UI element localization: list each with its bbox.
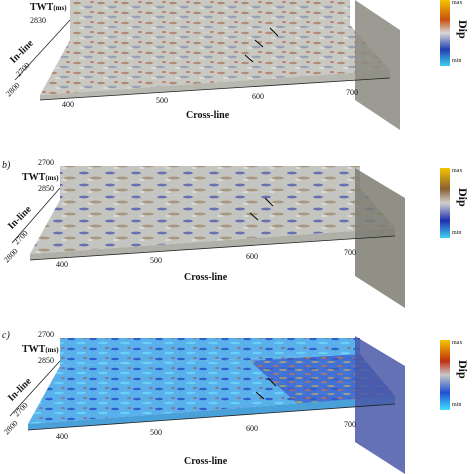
colorbar-max: max: [452, 168, 463, 174]
seismic-cube-a: [14, 0, 450, 130]
crossline-tick: 600: [246, 424, 258, 433]
twt-tick: 2700: [38, 330, 54, 339]
figure-panel-b: b) 2700 TWT(ms) 2850 In-line 2700 2800 4…: [0, 158, 474, 316]
panel-letter: b): [2, 160, 11, 171]
vertical-section: [60, 338, 360, 366]
arrow-marker: [267, 377, 277, 387]
colorbar-title: Dip: [456, 188, 470, 207]
crossline-label: Cross-line: [186, 110, 230, 121]
crossline-tick: 400: [56, 432, 68, 441]
arrow-marker: [269, 27, 279, 37]
twt-label: TWT(ms): [22, 172, 59, 183]
crossline-axis: [27, 403, 396, 431]
figure-panel-a: TWT(ms) 2830 In-line 2700 2800 400 500 6…: [0, 0, 474, 158]
time-slice: [30, 188, 395, 254]
vertical-section: [60, 166, 360, 200]
crossline-tick: 500: [150, 256, 162, 265]
time-slice: [40, 25, 390, 95]
slice-edge: [28, 396, 395, 430]
colorbar-min: min: [452, 230, 462, 236]
arrow-marker: [255, 391, 265, 400]
colorbar-title: Dip: [456, 360, 470, 379]
panel-letter: c): [2, 330, 10, 341]
colorbar-min: min: [452, 58, 462, 64]
crossline-tick: 700: [346, 88, 358, 97]
inline-axis: [9, 360, 61, 417]
crossline-label: Cross-line: [184, 456, 228, 467]
colorbar: [440, 168, 450, 238]
colorbar-max: max: [452, 0, 463, 6]
arrow-marker: [254, 39, 264, 48]
seismic-cube-b: [11, 166, 450, 308]
colorbar-min: min: [452, 402, 462, 408]
figure-panel-c: c) 2700 TWT(ms) 2850 In-line 2700 2800 4…: [0, 316, 474, 474]
inline-axis: [14, 19, 71, 81]
crossline-label: Cross-line: [184, 272, 228, 283]
crossline-tick: 700: [344, 248, 356, 257]
crossline-tick: 500: [150, 428, 162, 437]
crossline-axis: [39, 77, 391, 101]
arrow-marker: [244, 54, 254, 63]
vertical-section: [70, 0, 350, 40]
slice-edge: [40, 70, 390, 100]
crossline-section: [355, 168, 405, 308]
colorbar: [440, 340, 450, 410]
crossline-tick: 600: [252, 92, 264, 101]
twt-tick: 2700: [38, 158, 54, 167]
twt-tick: 2850: [38, 184, 54, 193]
seismic-cube-c: [9, 336, 450, 474]
inline-axis: [11, 187, 61, 244]
colorbar-max: max: [452, 340, 463, 346]
slice-edge: [30, 228, 395, 260]
twt-label: TWT(ms): [22, 344, 59, 355]
crossline-tick: 500: [156, 96, 168, 105]
twt-label: TWT(ms): [30, 2, 67, 13]
crossline-tick: 700: [344, 420, 356, 429]
crossline-section: [355, 0, 400, 130]
crossline-tick: 400: [56, 260, 68, 269]
colorbar-title: Dip: [456, 20, 470, 39]
arrow-marker: [264, 197, 274, 207]
colorbar: [440, 0, 450, 66]
twt-tick: 2850: [38, 356, 54, 365]
arrow-marker: [249, 212, 259, 221]
crossline-axis: [29, 235, 396, 261]
twt-tick: 2830: [30, 16, 46, 25]
crossline-tick: 400: [62, 100, 74, 109]
crossline-tick: 600: [246, 252, 258, 261]
